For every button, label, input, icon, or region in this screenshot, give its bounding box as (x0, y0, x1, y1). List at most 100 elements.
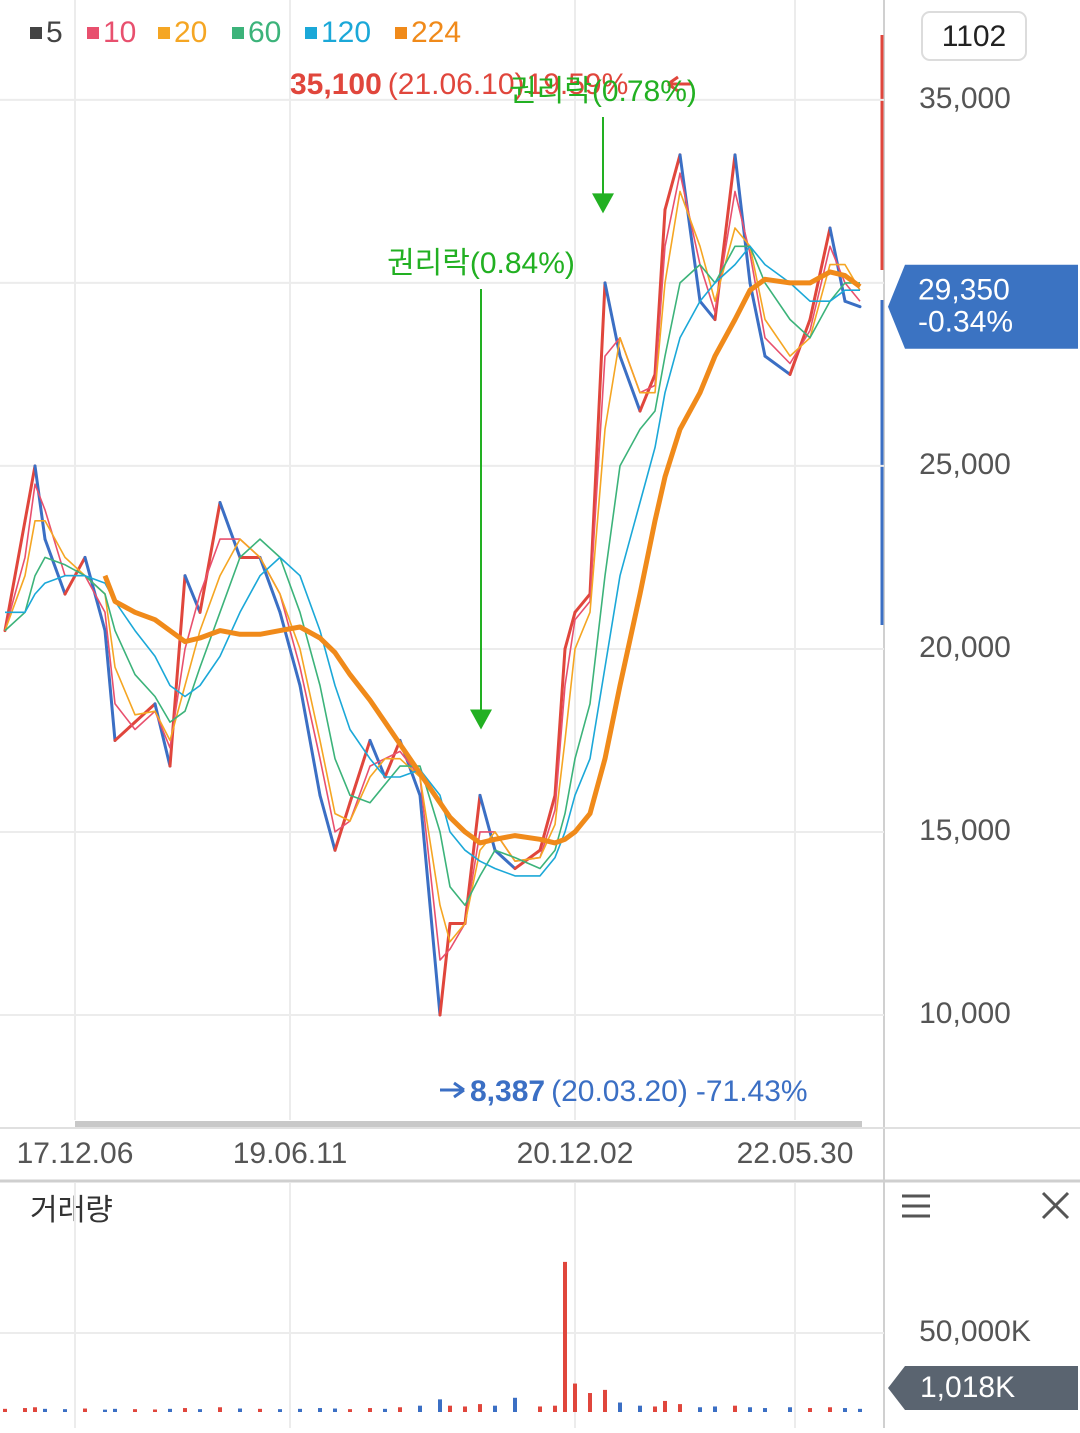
volume-bar (588, 1393, 592, 1412)
volume-bar (383, 1408, 387, 1412)
volume-bar (713, 1406, 717, 1412)
volume-bar (678, 1404, 682, 1412)
volume-bar (463, 1406, 467, 1412)
volume-bar (168, 1408, 172, 1412)
volume-bar (103, 1409, 107, 1412)
high-change: 19.59% (527, 68, 629, 101)
volume-bar (63, 1409, 67, 1412)
price-segment (653, 208, 667, 376)
price-segment (463, 793, 482, 925)
volume-bar (653, 1406, 657, 1412)
legend-swatch (305, 27, 317, 39)
legend-label: 120 (321, 16, 371, 49)
price-segment (763, 354, 792, 376)
legend-swatch (395, 27, 407, 39)
legend-swatch (232, 27, 244, 39)
volume-bar (133, 1409, 137, 1412)
price-segment (348, 738, 372, 805)
y-tick-label: 20,000 (919, 631, 1011, 664)
x-tick-label: 19.06.11 (233, 1137, 348, 1170)
x-tick-label: 17.12.06 (17, 1137, 134, 1170)
volume-tick-label: 50,000K (919, 1315, 1031, 1348)
moving-average-line (4, 172, 861, 961)
grid-layer (0, 0, 884, 1428)
price-segment (368, 738, 387, 779)
current-volume: 1,018K (920, 1371, 1015, 1404)
volume-bar (478, 1404, 482, 1412)
volume-bar (398, 1407, 402, 1412)
moving-average-line (102, 269, 862, 846)
price-segment (153, 702, 172, 768)
price-segment (103, 629, 117, 742)
volume-bar (183, 1408, 187, 1412)
current-price-box (888, 264, 1078, 349)
volume-bar (258, 1408, 262, 1412)
volume-bar (733, 1405, 737, 1412)
volume-bar (828, 1407, 832, 1412)
volume-title: 거래량 (30, 1194, 113, 1227)
price-segment (43, 537, 67, 596)
current-change: -0.34% (918, 306, 1013, 339)
close-icon[interactable] (1041, 1191, 1070, 1220)
volume-bar (3, 1408, 7, 1412)
moving-average-line (4, 245, 860, 906)
price-segment (808, 226, 832, 322)
legend-label: 60 (248, 16, 281, 49)
price-segment (183, 574, 202, 614)
price-segment (198, 501, 222, 614)
current-volume-box (888, 1366, 1078, 1410)
price-segment (733, 153, 752, 285)
period-label[interactable]: 1102 (942, 20, 1007, 53)
high-date: (21.06.10) (388, 68, 525, 101)
y-tick-label: 35,000 (919, 82, 1011, 115)
low-arrow (440, 1081, 465, 1099)
volume-bar (563, 1261, 567, 1412)
volume-bar (368, 1408, 372, 1412)
price-segment (218, 501, 242, 559)
price-segment (563, 610, 577, 651)
price-segment (678, 153, 702, 303)
volume-bar (238, 1408, 242, 1412)
price-segment (258, 555, 282, 614)
volume-bar (553, 1405, 557, 1412)
price-segment (698, 299, 717, 322)
volume-bar (153, 1409, 157, 1412)
event-arrow-head (470, 709, 492, 730)
price-segment (618, 354, 642, 413)
volume-bar (663, 1400, 667, 1412)
low-price: 8,387 (470, 1075, 545, 1108)
volume-bar (843, 1408, 847, 1412)
volume-bar (113, 1408, 117, 1412)
volume-bar (698, 1407, 702, 1412)
low-change: -71.43% (696, 1075, 808, 1108)
period-button[interactable] (921, 11, 1027, 61)
event-label: 권리락(0.78%) (509, 75, 697, 108)
legend-swatch (30, 27, 42, 39)
volume-bar (788, 1407, 792, 1412)
price-segment (748, 281, 767, 358)
y-tick-label: 25,000 (919, 448, 1011, 481)
high-price: 35,100 (290, 68, 382, 101)
price-segment (493, 848, 517, 871)
price-segment (318, 793, 337, 852)
volume-bar (198, 1409, 202, 1412)
price-segment (663, 153, 682, 212)
menu-icon[interactable] (902, 1194, 930, 1218)
overlay-layer: 10,00015,00020,00025,00030,00035,00017.1… (17, 16, 1078, 1410)
low-annotation: 8,387 (20.03.20) -71.43% (470, 1075, 808, 1108)
high-arrow (667, 75, 692, 93)
volume-bar (218, 1407, 222, 1412)
event-arrow-head (592, 193, 614, 214)
y-tick-label: 15,000 (919, 814, 1011, 847)
volume-bar (493, 1405, 497, 1412)
scrollbar[interactable] (75, 1121, 862, 1128)
volume-bar (318, 1408, 322, 1412)
volume-bar (448, 1405, 452, 1412)
price-segment (573, 592, 592, 614)
price-segment (23, 464, 37, 523)
y-tick-label: 10,000 (919, 997, 1011, 1030)
legend-label: 5 (46, 16, 63, 49)
